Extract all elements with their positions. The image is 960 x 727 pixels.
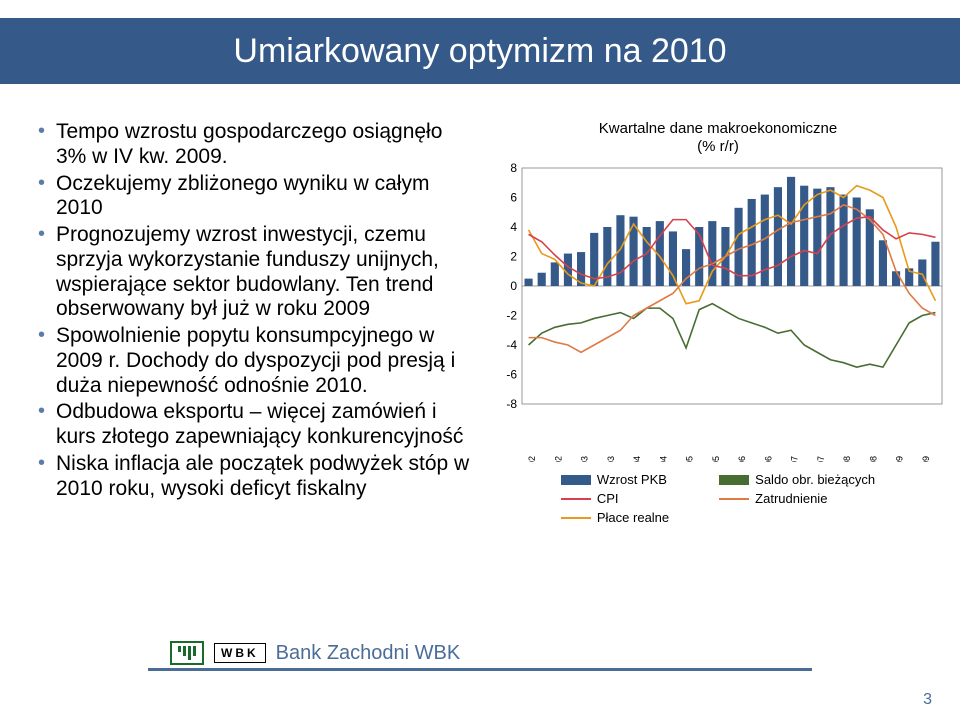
legend-swatch xyxy=(719,498,749,500)
chart-title: Kwartalne dane makroekonomiczne(% r/r) xyxy=(488,120,948,156)
svg-text:8: 8 xyxy=(510,162,517,175)
bullet-item: Niska inflacja ale początek podwyżek stó… xyxy=(38,452,478,502)
svg-text:-4: -4 xyxy=(506,338,517,352)
svg-text:I kw.09: I kw.09 xyxy=(895,456,905,462)
svg-text:III kw.03: III kw.03 xyxy=(606,456,616,462)
svg-text:-6: -6 xyxy=(506,368,517,382)
bullet-item: Prognozujemy wzrost inwestycji, czemu sp… xyxy=(38,223,478,322)
chart-svg: -8 -6 -4 -2 0 2 4 6 8 I kw.02 III kw.02 I kw.03 III … xyxy=(488,162,948,462)
svg-text:I kw.07: I kw.07 xyxy=(790,456,800,462)
bank-name: Bank Zachodni WBK xyxy=(276,642,461,665)
legend-swatch xyxy=(719,475,749,485)
legend-swatch xyxy=(561,517,591,519)
svg-text:III kw.05: III kw.05 xyxy=(711,456,721,462)
logo-wbk-text: WBK xyxy=(214,643,266,663)
legend-label: Wzrost PKB xyxy=(597,472,667,487)
svg-text:III kw.09: III kw.09 xyxy=(921,456,931,462)
bullet-item: Spowolnienie popytu konsumpcyjnego w 200… xyxy=(38,324,478,398)
svg-text:III kw.02: III kw.02 xyxy=(553,456,563,462)
svg-text:III kw.08: III kw.08 xyxy=(868,456,878,462)
svg-text:I kw.03: I kw.03 xyxy=(580,456,590,462)
svg-text:-2: -2 xyxy=(506,309,517,323)
title-band: Umiarkowany optymizm na 2010 xyxy=(0,18,960,84)
svg-text:III kw.06: III kw.06 xyxy=(763,456,773,462)
legend-label: Płace realne xyxy=(597,510,669,525)
legend-item: Zatrudnienie xyxy=(719,491,875,506)
svg-text:I kw.08: I kw.08 xyxy=(842,456,852,462)
legend-swatch xyxy=(561,475,591,485)
svg-text:I kw.05: I kw.05 xyxy=(685,456,695,462)
slide: Umiarkowany optymizm na 2010 Tempo wzros… xyxy=(0,0,960,727)
legend-label: Zatrudnienie xyxy=(755,491,827,506)
svg-text:III kw.07: III kw.07 xyxy=(816,456,826,462)
svg-text:I kw.04: I kw.04 xyxy=(632,456,642,462)
legend-item: Wzrost PKB xyxy=(561,472,669,487)
legend-label: Saldo obr. bieżących xyxy=(755,472,875,487)
legend-item: CPI xyxy=(561,491,669,506)
footer-logo: WBK Bank Zachodni WBK xyxy=(170,641,460,665)
legend-item: Saldo obr. bieżących xyxy=(719,472,875,487)
svg-text:0: 0 xyxy=(510,279,517,293)
svg-text:I kw.06: I kw.06 xyxy=(737,456,747,462)
bullet-item: Odbudowa eksportu – więcej zamówień i ku… xyxy=(38,400,478,450)
footer-divider xyxy=(148,668,812,671)
svg-text:I kw.02: I kw.02 xyxy=(527,456,537,462)
svg-text:III kw.04: III kw.04 xyxy=(658,456,668,462)
logo-mark xyxy=(170,641,204,665)
legend-item: Płace realne xyxy=(561,510,669,525)
chart-legend: Wzrost PKB CPI Płace realne Saldo obr. bież… xyxy=(488,472,948,525)
bullet-item: Oczekujemy zbliżonego wyniku w całym 201… xyxy=(38,172,478,222)
svg-text:6: 6 xyxy=(510,191,517,205)
svg-text:-8: -8 xyxy=(506,397,517,411)
svg-text:4: 4 xyxy=(510,220,517,234)
legend-label: CPI xyxy=(597,491,619,506)
page-number: 3 xyxy=(923,691,932,709)
bullet-item: Tempo wzrostu gospodarczego osiągnęło 3%… xyxy=(38,120,478,170)
legend-swatch xyxy=(561,498,591,500)
bullet-list: Tempo wzrostu gospodarczego osiągnęło 3%… xyxy=(38,120,478,607)
chart-panel: Kwartalne dane makroekonomiczne(% r/r) -… xyxy=(488,120,948,607)
content-area: Tempo wzrostu gospodarczego osiągnęło 3%… xyxy=(38,120,930,607)
slide-title: Umiarkowany optymizm na 2010 xyxy=(233,32,726,71)
svg-text:2: 2 xyxy=(510,250,517,264)
chart-canvas: -8 -6 -4 -2 0 2 4 6 8 I kw.02 III kw.02 I kw.03 III … xyxy=(488,162,948,462)
